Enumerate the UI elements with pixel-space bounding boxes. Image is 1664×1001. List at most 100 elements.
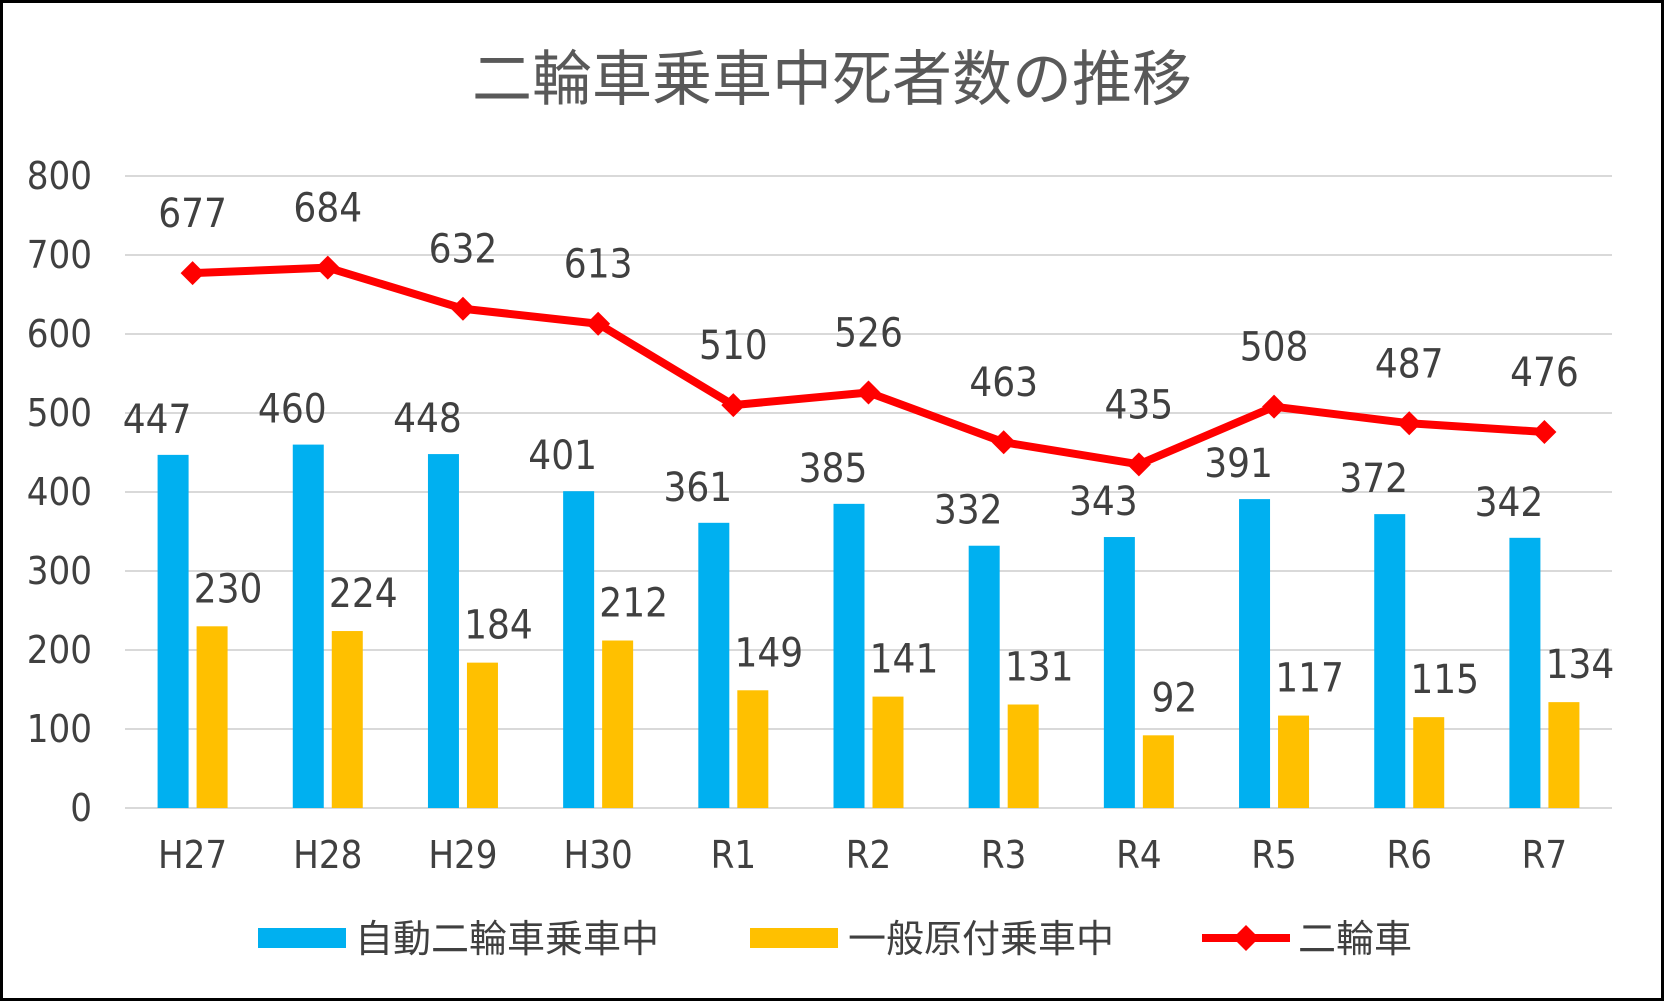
line-marker xyxy=(1262,394,1287,419)
data-label-motorcycle: 460 xyxy=(258,387,327,433)
data-label-motorcycle: 391 xyxy=(1204,441,1273,487)
bar-motorcycle xyxy=(292,444,324,808)
y-axis: 0 100 200 300 400 500 600 700 800 xyxy=(27,154,92,830)
data-label-moped: 212 xyxy=(599,581,668,627)
x-tick-label: H30 xyxy=(564,833,633,877)
legend-swatch-motorcycle xyxy=(258,928,346,948)
x-tick-label: R6 xyxy=(1386,833,1432,877)
line-marker xyxy=(315,255,340,280)
x-tick-label: H27 xyxy=(158,833,227,877)
line-marker xyxy=(721,393,746,418)
bar-motorcycle xyxy=(563,491,595,808)
bar-moped xyxy=(1007,704,1039,808)
data-label-two-wheelers: 684 xyxy=(293,186,362,232)
bar-motorcycle xyxy=(833,503,865,808)
y-tick-label: 200 xyxy=(27,628,92,672)
bar-motorcycle xyxy=(968,545,1000,808)
legend-label-motorcycle: 自動二輪車乗車中 xyxy=(355,917,659,961)
line-marker xyxy=(1532,419,1557,444)
line-marker xyxy=(1126,452,1151,477)
data-label-two-wheelers: 435 xyxy=(1105,382,1174,428)
data-labels-layer: 447 230 460 224 448 184 401 212 361 149 385 141 332 1… xyxy=(123,186,1614,722)
data-label-two-wheelers: 508 xyxy=(1240,325,1309,371)
data-label-moped: 131 xyxy=(1005,645,1074,691)
legend: 自動二輪車乗車中 一般原付乗車中 二輪車 xyxy=(258,917,1412,961)
data-label-motorcycle: 372 xyxy=(1339,456,1408,502)
bar-moped xyxy=(331,631,363,808)
bar-motorcycle xyxy=(1374,514,1406,808)
data-label-motorcycle: 401 xyxy=(528,433,597,479)
bar-motorcycle xyxy=(1239,499,1271,808)
data-label-moped: 149 xyxy=(734,630,803,676)
y-tick-label: 300 xyxy=(27,549,92,593)
bars-layer xyxy=(157,444,1580,808)
data-label-motorcycle: 448 xyxy=(393,396,462,442)
x-tick-label: R4 xyxy=(1116,833,1162,877)
legend-label-moped: 一般原付乗車中 xyxy=(848,917,1114,961)
bar-motorcycle xyxy=(1103,537,1135,808)
bar-moped xyxy=(1548,702,1580,808)
data-label-two-wheelers: 632 xyxy=(429,227,498,273)
bar-moped xyxy=(1413,717,1445,808)
x-axis: H27 H28 H29 H30 R1 R2 R3 R4 R5 R6 R7 xyxy=(158,833,1567,877)
x-tick-label: R3 xyxy=(981,833,1027,877)
legend-marker-two-wheelers xyxy=(1233,925,1259,951)
bar-motorcycle xyxy=(698,522,730,808)
y-tick-label: 400 xyxy=(27,470,92,514)
y-tick-label: 800 xyxy=(27,154,92,198)
data-label-two-wheelers: 463 xyxy=(969,360,1038,406)
x-tick-label: R5 xyxy=(1251,833,1297,877)
data-label-two-wheelers: 476 xyxy=(1510,350,1579,396)
data-label-two-wheelers: 613 xyxy=(564,242,633,288)
bar-motorcycle xyxy=(157,454,189,808)
grid-layer xyxy=(125,175,1612,809)
data-label-two-wheelers: 677 xyxy=(158,191,227,237)
y-tick-label: 700 xyxy=(27,233,92,277)
data-label-motorcycle: 447 xyxy=(123,397,192,443)
y-tick-label: 100 xyxy=(27,707,92,751)
bar-moped xyxy=(466,662,498,808)
bar-motorcycle xyxy=(1509,537,1541,808)
legend-label-two-wheelers: 二輪車 xyxy=(1298,917,1412,961)
y-tick-label: 500 xyxy=(27,391,92,435)
data-label-motorcycle: 332 xyxy=(934,488,1003,534)
data-label-two-wheelers: 487 xyxy=(1375,341,1444,387)
line-marker xyxy=(450,296,475,321)
x-tick-label: R2 xyxy=(846,833,892,877)
data-label-moped: 141 xyxy=(870,637,939,683)
data-label-motorcycle: 342 xyxy=(1475,480,1544,526)
data-label-moped: 230 xyxy=(194,566,263,612)
x-tick-label: H28 xyxy=(293,833,362,877)
bar-moped xyxy=(1142,735,1174,808)
y-tick-label: 600 xyxy=(27,312,92,356)
data-label-motorcycle: 343 xyxy=(1069,479,1138,525)
data-label-motorcycle: 385 xyxy=(799,446,868,492)
data-label-moped: 115 xyxy=(1410,657,1479,703)
data-label-moped: 117 xyxy=(1275,656,1344,702)
line-marker xyxy=(180,261,205,286)
bar-moped xyxy=(737,690,769,808)
x-tick-label: H29 xyxy=(428,833,497,877)
y-tick-label: 0 xyxy=(70,786,92,830)
line-marker xyxy=(1397,411,1422,436)
line-marker xyxy=(856,380,881,405)
data-label-two-wheelers: 510 xyxy=(699,323,768,369)
data-label-moped: 224 xyxy=(329,571,398,617)
line-marker xyxy=(586,311,611,336)
legend-swatch-moped xyxy=(750,928,838,948)
bar-moped xyxy=(1278,715,1310,808)
data-label-motorcycle: 361 xyxy=(663,465,732,511)
data-label-moped: 92 xyxy=(1151,675,1197,721)
data-label-two-wheelers: 526 xyxy=(834,310,903,356)
bar-motorcycle xyxy=(427,454,459,808)
data-label-moped: 134 xyxy=(1546,642,1615,688)
bar-moped xyxy=(602,640,634,808)
bar-moped xyxy=(196,626,228,808)
data-label-moped: 184 xyxy=(464,603,533,649)
line-layer xyxy=(180,255,1557,477)
line-marker xyxy=(991,430,1016,455)
x-tick-label: R1 xyxy=(711,833,757,877)
chart-title: 二輪車乗車中死者数の推移 xyxy=(472,45,1192,115)
